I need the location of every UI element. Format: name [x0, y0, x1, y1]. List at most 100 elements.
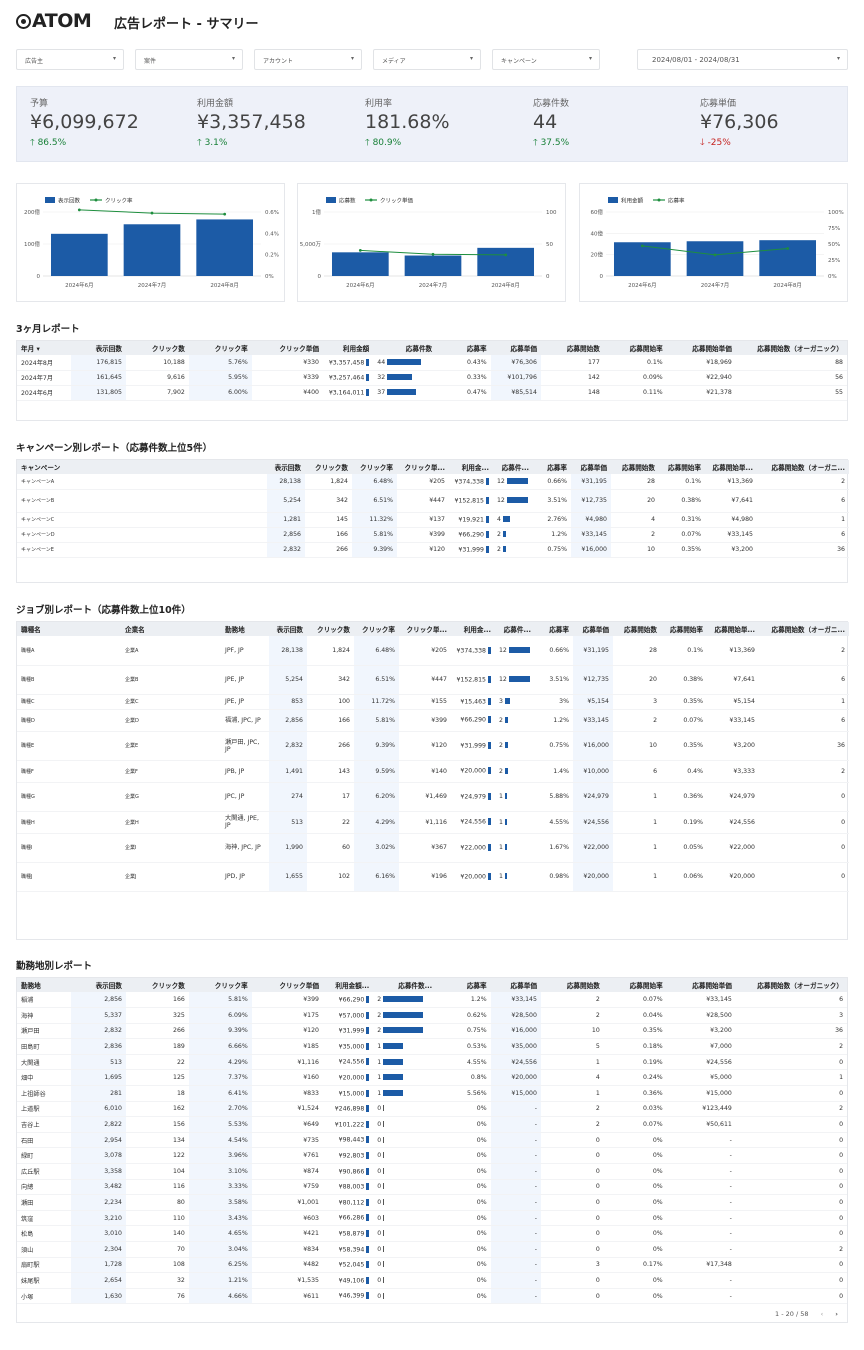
table-row[interactable]: 稲浦 2,856 166 5.81% ¥399 ¥66,290 2 1.2% ¥33,145 2 0…: [17, 992, 847, 1009]
table-row[interactable]: 吉谷上 2,822 156 5.53% ¥649 ¥101,222 0 0% - 2 0.07% ¥5…: [17, 1116, 847, 1133]
table-row[interactable]: 向總 3,482 116 3.33% ¥759 ¥88,003 0 0% - 0 0% - 0: [17, 1179, 847, 1196]
column-header[interactable]: 応募率: [535, 622, 573, 636]
table-row[interactable]: キャンペーンD 2,856 166 5.81% ¥399 ¥66,290 2 1.2% ¥33,…: [17, 527, 849, 543]
column-header[interactable]: クリック率: [188, 978, 252, 992]
table-row[interactable]: 筑窪 3,210 110 3.43% ¥603 ¥66,286 0 0% - 0 0% - 0: [17, 1210, 847, 1227]
column-header[interactable]: 応募開始数（オーガニ...: [759, 622, 849, 636]
column-header[interactable]: 応募率: [533, 460, 571, 474]
table-row[interactable]: 職種D 企業D 福浦, JPC, JP 2,856 166 5.81% ¥399 ¥66,29…: [17, 709, 849, 732]
column-header[interactable]: 応募開始数: [613, 622, 661, 636]
table-row[interactable]: 海神 5,337 325 6.09% ¥175 ¥57,000 2 0.62% ¥28,500 2…: [17, 1007, 847, 1024]
column-header[interactable]: 表示回数: [71, 978, 126, 992]
table-row[interactable]: 広丘駅 3,358 104 3.10% ¥874 ¥90,866 0 0% - 0 0% - 0: [17, 1163, 847, 1180]
column-header[interactable]: 勤務地: [221, 622, 269, 636]
column-header[interactable]: 応募件...: [493, 460, 533, 474]
column-header[interactable]: 応募開始数（オーガニック）: [735, 978, 847, 992]
column-header[interactable]: クリック単価: [251, 978, 323, 992]
table-row[interactable]: 小塚 1,630 76 4.66% ¥611 ¥46,399 0 0% - 0 0% - 0: [17, 1288, 847, 1305]
column-header[interactable]: 応募開始単...: [705, 460, 757, 474]
column-header[interactable]: 応募率: [436, 978, 491, 992]
table-row[interactable]: 石田 2,954 134 4.54% ¥735 ¥98,443 0 0% - 0 0% - 0: [17, 1132, 847, 1149]
column-header[interactable]: 企業名: [121, 622, 221, 636]
column-header[interactable]: 応募単価: [490, 341, 541, 355]
column-header[interactable]: 表示回数: [269, 622, 307, 636]
column-header[interactable]: 職種名: [17, 622, 121, 636]
column-header[interactable]: クリック数: [125, 341, 189, 355]
column-header[interactable]: キャンペーン: [17, 460, 267, 474]
column-header[interactable]: 勤務地: [17, 978, 72, 992]
table-row[interactable]: キャンペーンC 1,281 145 11.32% ¥137 ¥19,921 4 2.76% ¥4…: [17, 512, 849, 528]
table-row[interactable]: 職種H 企業H 大関通, JPE, JP 513 22 4.29% ¥1,116 ¥24,55…: [17, 811, 849, 834]
column-header[interactable]: 応募開始単...: [707, 622, 759, 636]
column-header[interactable]: クリック率: [352, 460, 397, 474]
table-row[interactable]: 妹尾駅 2,654 32 1.21% ¥1,535 ¥49,106 0 0% - 0 0% - 0: [17, 1272, 847, 1289]
column-header[interactable]: 応募率: [436, 341, 491, 355]
table-row[interactable]: 2024年7月 161,645 9,616 5.95% ¥339 ¥3,257,464 32…: [17, 370, 847, 386]
next-page-button[interactable]: ›: [835, 1310, 838, 1318]
table-row[interactable]: キャンペーンB 5,254 342 6.51% ¥447 ¥152,815 12 3.51% ¥…: [17, 489, 849, 513]
column-header[interactable]: 応募開始数（オーガニック）: [735, 341, 847, 355]
table-row[interactable]: 職種G 企業G JPC, JP 274 17 6.20% ¥1,469 ¥24,979 1 5.8…: [17, 782, 849, 812]
column-header[interactable]: 応募件数...: [373, 978, 437, 992]
column-header[interactable]: 利用金額: [322, 341, 374, 355]
table-row[interactable]: 須山 2,304 70 3.04% ¥834 ¥58,394 0 0% - 0 0% - 2: [17, 1241, 847, 1258]
table-row[interactable]: 緑町 3,078 122 3.96% ¥761 ¥92,803 0 0% - 0 0% - 0: [17, 1147, 847, 1165]
column-header[interactable]: 応募開始単価: [666, 341, 736, 355]
column-header[interactable]: 応募開始率: [659, 460, 705, 474]
column-header[interactable]: 応募開始数: [611, 460, 659, 474]
filter-dropdown-3[interactable]: メディア ▾: [373, 49, 481, 70]
table-row[interactable]: 2024年8月 176,815 10,188 5.76% ¥330 ¥3,357,458 4…: [17, 355, 847, 371]
table-row[interactable]: 上祖師谷 281 18 6.41% ¥833 ¥15,000 1 5.56% ¥15,000 1 0…: [17, 1085, 847, 1102]
column-header[interactable]: クリック単...: [399, 622, 451, 636]
table-row[interactable]: 2024年6月 131,805 7,902 6.00% ¥400 ¥3,164,011 37…: [17, 385, 847, 401]
column-header[interactable]: クリック単価: [251, 341, 323, 355]
table-row[interactable]: 上道駅 6,010 162 2.70% ¥1,524 ¥246,898 0 0% - 2 0.03%…: [17, 1101, 847, 1118]
table-row[interactable]: 畑中 1,695 125 7.37% ¥160 ¥20,000 1 0.8% ¥20,000 4 0…: [17, 1069, 847, 1087]
column-header[interactable]: 応募開始数: [540, 341, 604, 355]
table-row[interactable]: 田島町 2,836 189 6.66% ¥185 ¥35,000 1 0.53% ¥35,000…: [17, 1038, 847, 1055]
table-row[interactable]: 扇町駅 1,728 108 6.25% ¥482 ¥52,045 0 0% - 3 0.17% ¥17…: [17, 1257, 847, 1274]
table-row[interactable]: 松島 3,010 140 4.65% ¥421 ¥58,879 0 0% - 0 0% - 0: [17, 1225, 847, 1242]
filter-dropdown-0[interactable]: 広告主 ▾: [16, 49, 124, 70]
column-header[interactable]: 応募件数: [373, 341, 437, 355]
filter-dropdown-2[interactable]: アカウント ▾: [254, 49, 362, 70]
filter-dropdown-4[interactable]: キャンペーン ▾: [492, 49, 600, 70]
column-header[interactable]: 応募単価: [490, 978, 541, 992]
column-header[interactable]: クリック率: [354, 622, 399, 636]
column-header[interactable]: クリック数: [307, 622, 354, 636]
column-header[interactable]: クリック率: [188, 341, 252, 355]
table-row[interactable]: 職種B 企業B JPE, JP 5,254 342 6.51% ¥447 ¥152,815 12…: [17, 665, 849, 695]
column-header[interactable]: 利用金額...: [322, 978, 374, 992]
column-header[interactable]: 応募件...: [495, 622, 535, 636]
table-row[interactable]: キャンペーンE 2,832 266 9.39% ¥120 ¥31,999 2 0.75% ¥16…: [17, 542, 849, 558]
column-header[interactable]: 利用金...: [451, 622, 495, 636]
table-row[interactable]: 職種I 企業I 海神, JPC, JP 1,990 60 3.02% ¥367 ¥22,000…: [17, 833, 849, 863]
column-header[interactable]: 利用金...: [449, 460, 493, 474]
column-header[interactable]: 応募開始数（オーガニ...: [757, 460, 849, 474]
column-header[interactable]: 年月 ▾: [17, 341, 72, 355]
table-row[interactable]: 職種A 企業A JPF, JP 28,138 1,824 6.48% ¥205 ¥374,33…: [17, 636, 849, 666]
column-header[interactable]: 応募開始数: [540, 978, 604, 992]
table-row[interactable]: 職種F 企業F JPB, JP 1,491 143 9.59% ¥140 ¥20,000 2 1.…: [17, 760, 849, 783]
column-header[interactable]: クリック数: [125, 978, 189, 992]
table-row[interactable]: 瀬戸田 2,832 266 9.39% ¥120 ¥31,999 2 0.75% ¥16,000…: [17, 1023, 847, 1040]
column-header[interactable]: クリック数: [305, 460, 352, 474]
filter-dropdown-5[interactable]: 2024/08/01 - 2024/08/31 ▾: [637, 49, 848, 70]
column-header[interactable]: 表示回数: [267, 460, 305, 474]
column-header[interactable]: 応募開始率: [603, 341, 667, 355]
prev-page-button[interactable]: ‹: [820, 1310, 824, 1318]
column-header[interactable]: 応募開始率: [661, 622, 707, 636]
column-header[interactable]: クリック単...: [397, 460, 449, 474]
table-row[interactable]: 職種J 企業J JPD, JP 1,655 102 6.16% ¥196 ¥20,000 1 0.…: [17, 862, 849, 892]
table-row[interactable]: 瀬田 2,234 80 3.58% ¥1,001 ¥80,112 0 0% - 0 0% - 0: [17, 1194, 847, 1211]
table-row[interactable]: 職種C 企業C JPE, JP 853 100 11.72% ¥155 ¥15,463 3 3% ¥…: [17, 694, 849, 710]
filter-dropdown-1[interactable]: 案件 ▾: [135, 49, 243, 70]
column-header[interactable]: 応募開始単価: [666, 978, 736, 992]
table-row[interactable]: 職種E 企業E 瀬戸田, JPC, JP 2,832 266 9.39% ¥120 ¥31,9…: [17, 731, 849, 761]
column-header[interactable]: 表示回数: [71, 341, 126, 355]
column-header[interactable]: 応募開始率: [603, 978, 667, 992]
column-header[interactable]: 応募単価: [573, 622, 613, 636]
table-row[interactable]: 大関通 513 22 4.29% ¥1,116 ¥24,556 1 4.55% ¥24,556 1…: [17, 1054, 847, 1071]
column-header[interactable]: 応募単価: [571, 460, 611, 474]
table-row[interactable]: キャンペーンA 28,138 1,824 6.48% ¥205 ¥374,338 12 0.6…: [17, 474, 849, 490]
